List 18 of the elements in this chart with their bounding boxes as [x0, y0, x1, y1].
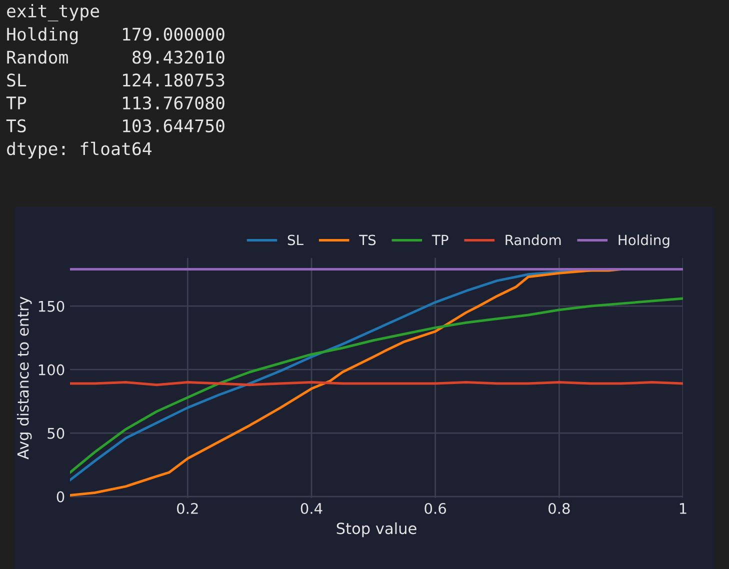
x-tick-label: 0.4	[300, 502, 322, 514]
line-series	[70, 297, 683, 474]
y-tick-label: 100	[38, 364, 64, 376]
legend-label: TS	[359, 234, 376, 246]
x-tick-label: 0.8	[548, 502, 570, 514]
y-tick-label: 50	[48, 428, 64, 439]
legend-label: Holding	[618, 234, 670, 248]
legend-label: SL	[288, 234, 304, 246]
legend-label: Random	[506, 234, 561, 246]
text: exit_type Holding 179.000000 Random 89.432010 SL 124.180753 TP 113.767080 TS 103.644750 dtype: float64	[6, 4, 224, 159]
x-tick-label: 0.6	[424, 502, 446, 514]
y-tick-label: 0	[56, 491, 64, 502]
y-tick-label: 150	[38, 300, 64, 312]
x-tick-label: 1	[680, 503, 686, 514]
y-axis-title: Avg distance to entry	[16, 296, 32, 460]
x-axis-title: Stop value	[336, 522, 416, 538]
legend-label: TP	[432, 234, 448, 246]
x-tick-label: 0.2	[177, 502, 198, 514]
